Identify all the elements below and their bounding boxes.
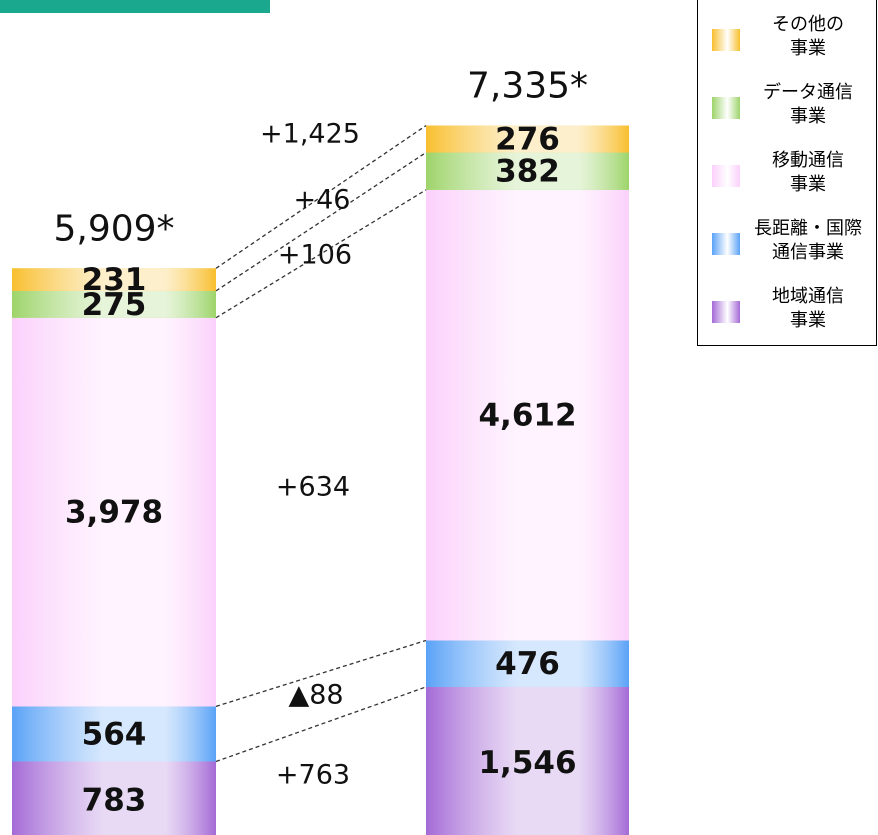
header-band — [0, 0, 270, 13]
value-label: 231 — [82, 262, 147, 298]
change-label: +106 — [278, 240, 352, 271]
bar-shine — [426, 189, 629, 641]
value-label: 783 — [82, 782, 147, 818]
change-label: +634 — [276, 472, 350, 503]
legend-swatch — [712, 97, 740, 119]
bar-shine — [426, 686, 629, 835]
legend-label: 地域通信 事業 — [772, 286, 844, 331]
change-label: +46 — [294, 185, 351, 216]
value-label: 4,612 — [478, 398, 576, 434]
legend-item: 長距離・国際 通信事業 — [710, 211, 876, 271]
value-label: 476 — [495, 646, 560, 682]
connector — [215, 686, 427, 763]
legend-item: 地域通信 事業 — [710, 279, 876, 339]
bar-shine — [12, 317, 216, 707]
legend-swatch — [712, 165, 740, 187]
value-label: 275 — [82, 287, 147, 323]
legend-item: その他の 事業 — [710, 7, 876, 67]
legend-label: データ通信 事業 — [763, 82, 853, 127]
bar-shine — [426, 152, 629, 190]
legend-label: 長距離・国際 通信事業 — [754, 218, 862, 263]
connector — [215, 189, 427, 319]
total-label: 5,909* — [53, 208, 174, 249]
change-label: +763 — [276, 760, 350, 791]
legend-item: 移動通信 事業 — [710, 143, 876, 203]
legend-item: データ通信 事業 — [710, 75, 876, 135]
legend-label: その他の 事業 — [772, 14, 844, 59]
change-label: +1,425 — [260, 119, 360, 150]
legend-swatch — [712, 29, 740, 51]
bar-shine — [12, 706, 216, 762]
value-label: 3,978 — [65, 495, 163, 531]
legend-swatch — [712, 233, 740, 255]
bar-shine — [426, 125, 629, 153]
value-label: 564 — [82, 716, 147, 752]
value-label: 382 — [495, 154, 560, 190]
value-label: 276 — [495, 122, 560, 158]
bar-shine — [12, 268, 216, 291]
connector — [215, 639, 427, 708]
bar-shine — [12, 761, 216, 835]
legend-label: 移動通信 事業 — [772, 150, 844, 195]
bar-shine — [426, 640, 629, 687]
total-label: 7,335* — [467, 66, 588, 107]
bar-shine — [12, 290, 216, 318]
legend-swatch — [712, 301, 740, 323]
change-label: ▲88 — [288, 680, 343, 711]
legend: その他の 事業 データ通信 事業 移動通信 事業 長距離・国際 通信事業 地域通信 事業 — [697, 0, 877, 346]
value-label: 1,546 — [478, 745, 576, 781]
connector — [215, 125, 427, 269]
